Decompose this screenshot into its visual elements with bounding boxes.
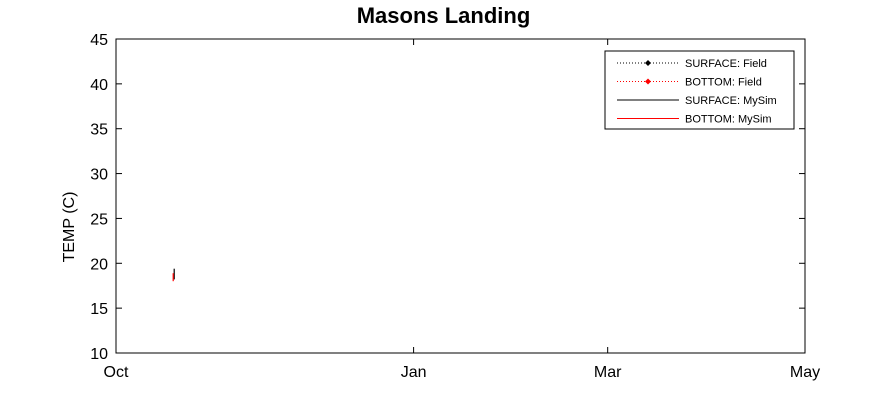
legend-label: SURFACE: Field [685, 58, 767, 70]
x-tick-label: Oct [104, 364, 129, 381]
y-tick-label: 20 [90, 256, 108, 273]
chart-title: Masons Landing [356, 3, 531, 28]
legend-label: BOTTOM: MySim [685, 114, 772, 126]
legend-marker [645, 60, 651, 66]
y-tick-label: 40 [90, 77, 108, 94]
legend: SURFACE: Field BOTTOM: Field SURFACE: MySi… [604, 50, 795, 130]
axes: 10 15 20 25 30 35 40 45 Oct Jan Mar May [90, 32, 820, 381]
y-tick-label: 45 [90, 32, 108, 49]
y-tick-label: 15 [90, 301, 108, 318]
y-tick-label: 35 [90, 122, 108, 139]
series-layer [172, 268, 175, 282]
y-tick-label: 25 [90, 211, 108, 228]
x-tick-label: Jan [401, 364, 427, 381]
x-tick-label: Mar [594, 364, 622, 381]
legend-marker [645, 78, 651, 85]
y-tick-label: 10 [90, 346, 108, 363]
y-tick-label: 30 [90, 167, 108, 184]
legend-label: BOTTOM: Field [685, 77, 762, 89]
x-tick-label: May [790, 364, 820, 381]
legend-label: SURFACE: MySim [685, 95, 777, 107]
legend-box [604, 50, 795, 130]
